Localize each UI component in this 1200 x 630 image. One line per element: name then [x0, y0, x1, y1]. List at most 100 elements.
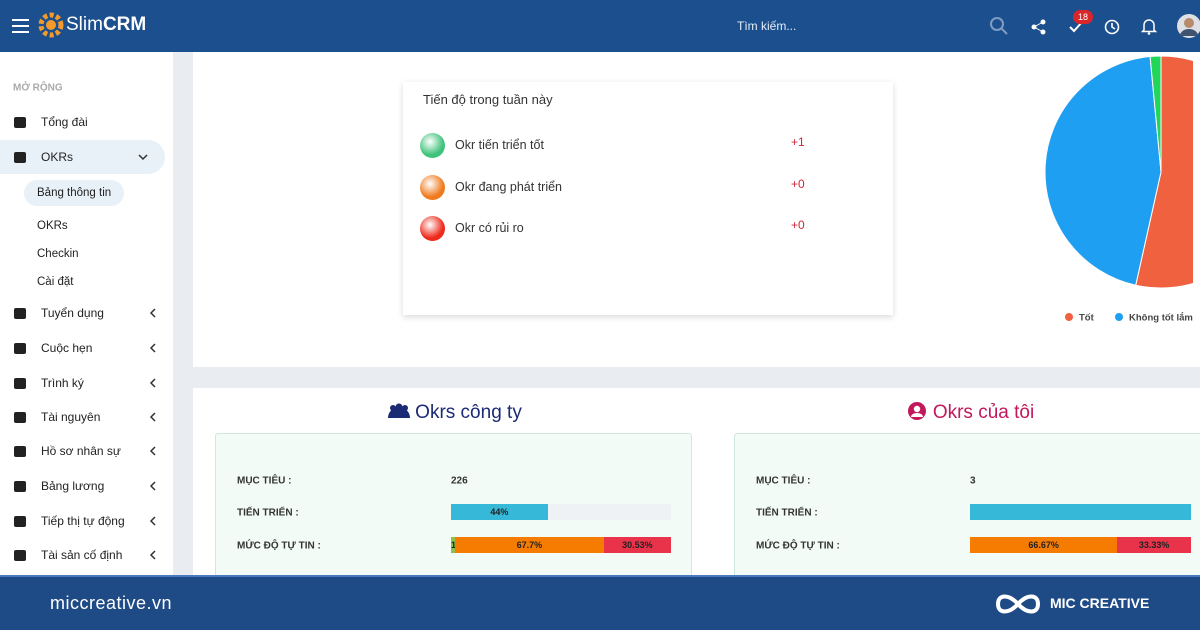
- bar-segment: [970, 504, 1191, 520]
- progress-bar: 1.77%67.7%30.53%: [451, 537, 671, 553]
- panel-title: Okrs của tôi: [820, 402, 1120, 424]
- active-sub-bg: [24, 180, 124, 206]
- menu-item[interactable]: Tiếp thị tự động: [41, 514, 125, 528]
- footer-brand: MIC CREATIVE: [1050, 595, 1150, 611]
- tasks-icon[interactable]: [1068, 20, 1084, 34]
- row-label: TIẾN TRIỂN :: [237, 507, 299, 519]
- search-input[interactable]: Tìm kiếm...: [737, 19, 797, 33]
- menu-icon: [14, 446, 26, 457]
- status-change: +0: [791, 218, 805, 232]
- menu-icon: [14, 516, 26, 527]
- menu-item[interactable]: Cuộc hẹn: [41, 341, 93, 355]
- bar-segment: 33.33%: [1117, 537, 1191, 553]
- legend-label: Tốt: [1079, 313, 1095, 324]
- sub-menu-item[interactable]: Checkin: [37, 248, 79, 260]
- goal-value: 226: [451, 475, 468, 487]
- chevron: [149, 378, 156, 388]
- row-label: TIẾN TRIỂN :: [756, 507, 818, 519]
- menu-button[interactable]: [12, 18, 30, 34]
- row-label: MỨC ĐỘ TỰ TIN :: [756, 540, 840, 552]
- legend-swatch: [1065, 313, 1073, 321]
- legend-label: Không tốt lắm: [1129, 312, 1193, 324]
- menu-item[interactable]: Trình ký: [41, 376, 84, 390]
- okr-panel: MỤC TIÊU : 226 TIẾN TRIỂN : 44% MỨC ĐỘ TỰ TI…: [215, 433, 692, 575]
- notification-badge: 18: [1073, 10, 1093, 24]
- brand[interactable]: SlimCRM: [66, 14, 146, 36]
- menu-item[interactable]: Tài sản cố định: [41, 548, 123, 562]
- progress-bar: 44%: [451, 504, 671, 520]
- menu-icon: [14, 550, 26, 561]
- status-dot: [420, 133, 445, 158]
- status-label: Okr tiến triển tốt: [455, 138, 544, 152]
- panel-title-text: Okrs công ty: [415, 402, 522, 423]
- status-label: Okr có rủi ro: [455, 221, 524, 235]
- weekly-progress-card: Tiến độ trong tuần này Okr tiến triển tố…: [403, 82, 893, 315]
- menu-icon: [14, 343, 26, 354]
- bar-segment: 1.77%: [451, 537, 455, 553]
- chevron: [149, 412, 156, 422]
- okr-summary-card: Okrs công ty MỤC TIÊU : 226 TIẾN TRIỂN : 44%…: [193, 388, 1200, 575]
- panel-title-text: Okrs của tôi: [932, 402, 1035, 423]
- footer: miccreative.vn MIC CREATIVE: [0, 575, 1200, 630]
- chevron: [149, 516, 156, 526]
- row-label: MỤC TIÊU :: [237, 475, 292, 487]
- sidebar: MỞ RỘNG Tổng đài OKRs Bảng thông tin OKRs Che…: [0, 52, 173, 575]
- status-dot: [420, 174, 445, 200]
- row-label: MỨC ĐỘ TỰ TIN :: [237, 540, 321, 552]
- menu-icon: [14, 481, 26, 492]
- row-label: MỤC TIÊU :: [756, 475, 811, 487]
- bar-segment: 67.7%: [454, 537, 604, 553]
- sub-menu-item[interactable]: Cài đặt: [37, 276, 74, 288]
- chevron: [149, 343, 156, 353]
- menu-icon: [14, 378, 26, 389]
- share-icon[interactable]: [1031, 19, 1047, 35]
- sub-menu-item[interactable]: Bảng thông tin: [37, 187, 112, 199]
- status-change: +0: [791, 176, 805, 191]
- bell-icon[interactable]: [1141, 18, 1157, 35]
- active-item-bg: [0, 140, 165, 174]
- pie-slice: [1149, 55, 1162, 173]
- menu-icon: [14, 308, 26, 319]
- panel-icon: [907, 402, 926, 420]
- brand-bold: CRM: [102, 14, 147, 35]
- card-title: Tiến độ trong tuần này: [423, 92, 553, 107]
- progress-bar: [970, 504, 1191, 520]
- menu-item[interactable]: Tuyển dụng: [41, 306, 104, 320]
- menu-item[interactable]: Bảng lương: [41, 479, 105, 493]
- bar-segment: 66.67%: [970, 537, 1118, 553]
- search-icon[interactable]: [990, 17, 1008, 35]
- pie-slice: [1044, 55, 1162, 286]
- brand-light: Slim: [66, 14, 103, 35]
- menu-item[interactable]: Tài nguyên: [41, 410, 101, 424]
- footer-site[interactable]: miccreative.vn: [50, 593, 173, 613]
- panel-title: Okrs công ty: [305, 402, 605, 424]
- top-bar: SlimCRM Tìm kiếm... 18: [0, 0, 1200, 52]
- logo-icon: [38, 12, 64, 38]
- menu-item[interactable]: OKRs: [41, 150, 74, 164]
- chevron: [149, 446, 156, 456]
- menu-icon: [14, 117, 26, 128]
- status-dot: [420, 216, 445, 241]
- chevron: [138, 154, 148, 161]
- bar-segment: 30.53%: [603, 537, 671, 553]
- goal-value: 3: [970, 475, 976, 487]
- footer-logo: [995, 594, 1041, 614]
- history-icon[interactable]: [1104, 19, 1120, 35]
- menu-item[interactable]: Hồ sơ nhân sự: [41, 444, 121, 458]
- section-label: MỞ RỘNG: [13, 82, 63, 94]
- dashboard-card: Tiến độ trong tuần này Okr tiến triển tố…: [193, 52, 1200, 367]
- bar-segment: 44%: [451, 504, 548, 520]
- status-change: +1: [791, 135, 805, 149]
- avatar[interactable]: [1176, 13, 1200, 39]
- menu-icon: [14, 152, 26, 163]
- chevron: [149, 308, 156, 318]
- legend-swatch: [1115, 313, 1123, 321]
- progress-bar: 66.67% 33.33%: [970, 537, 1191, 553]
- menu-item[interactable]: Tổng đài: [41, 115, 88, 129]
- menu-icon: [14, 412, 26, 423]
- pie-slice: [1135, 55, 1193, 289]
- sub-menu-item[interactable]: OKRs: [37, 220, 68, 232]
- chevron: [149, 481, 156, 491]
